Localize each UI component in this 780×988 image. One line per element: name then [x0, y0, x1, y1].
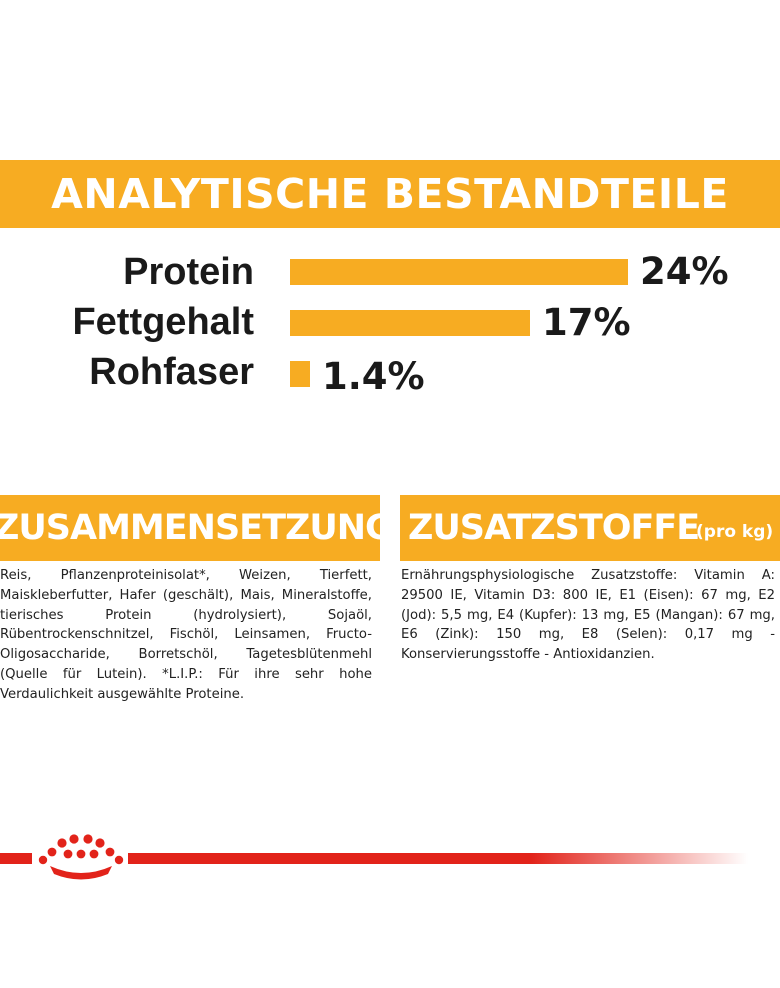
nutrient-bar-fiber: [290, 361, 310, 387]
nutrient-value-protein: 24%: [640, 250, 729, 293]
nutrient-label-fat: Fettgehalt: [72, 301, 254, 343]
additives-title: ZUSATZSTOFFE: [408, 508, 700, 548]
analytical-banner: ANALYTISCHE BESTANDTEILE: [0, 160, 780, 228]
footer-line-left: [0, 853, 32, 864]
royal-canin-crown-icon: [38, 834, 124, 880]
nutrient-label-fiber: Rohfaser: [89, 351, 254, 393]
nutrient-value-fat: 17%: [542, 301, 631, 344]
nutrient-bar-fat: [290, 310, 530, 336]
footer-line-right: [128, 853, 748, 864]
additives-text: Ernährungsphysiologische Zusatzstoffe: V…: [401, 568, 775, 663]
nutrient-bar-protein: [290, 259, 628, 285]
composition-title: ZUSAMMENSETZUNG: [0, 508, 380, 548]
analytical-title: ANALYTISCHE BESTANDTEILE: [51, 170, 729, 218]
composition-header: ZUSAMMENSETZUNG: [0, 495, 380, 561]
additives-header: ZUSATZSTOFFE (pro kg): [400, 495, 780, 561]
nutrient-label-protein: Protein: [123, 251, 254, 293]
composition-text: Reis, Pflanzenproteinisolat*, Weizen, Ti…: [0, 568, 372, 702]
additives-unit: (pro kg): [696, 522, 774, 542]
nutrient-value-fiber: 1.4%: [322, 355, 425, 398]
